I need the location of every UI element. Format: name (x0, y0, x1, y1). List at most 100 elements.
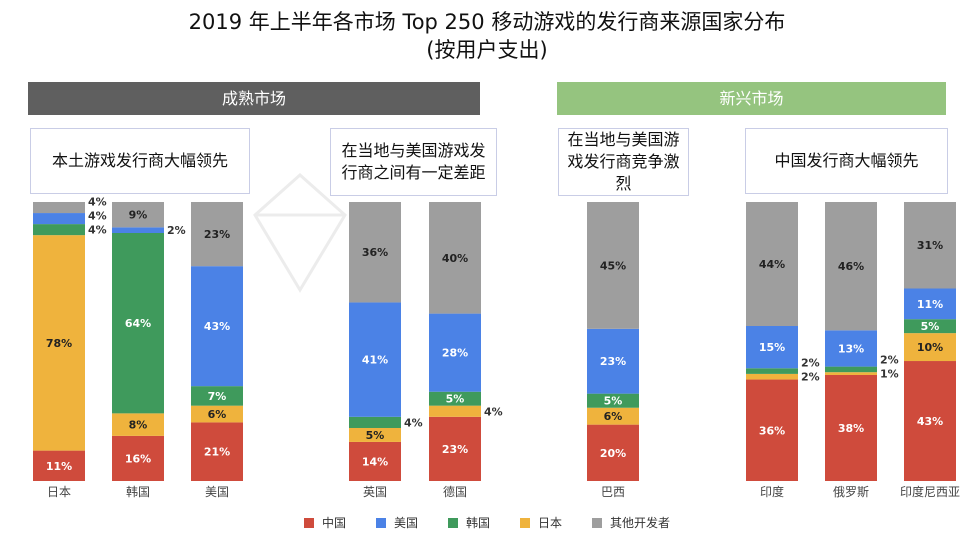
data-label: 41% (362, 354, 388, 367)
data-label: 5% (921, 320, 940, 333)
data-label: 8% (129, 419, 148, 432)
bar-segment (746, 202, 798, 326)
data-label: 44% (759, 258, 785, 271)
data-label: 23% (442, 443, 468, 456)
data-label: 36% (362, 246, 388, 259)
bar-segment (349, 416, 401, 428)
bar-segment (746, 368, 798, 374)
data-label: 36% (759, 424, 785, 437)
legend-item: 日本 (520, 514, 562, 531)
data-label: 20% (600, 447, 626, 460)
data-label: 4% (88, 210, 107, 223)
bar-segment (825, 374, 877, 481)
data-label: 1% (880, 368, 899, 381)
bar-segment (112, 227, 164, 233)
data-label: 78% (46, 337, 72, 350)
category-label: 印度尼西亚 (900, 484, 960, 499)
bar-segment (587, 393, 639, 408)
data-label: 2% (801, 357, 820, 370)
data-label: 16% (125, 452, 151, 465)
bar-segment (112, 413, 164, 436)
data-label: 9% (129, 209, 148, 222)
legend-swatch (592, 517, 603, 528)
category-label: 德国 (443, 484, 467, 499)
bar-segment (112, 233, 164, 414)
bar-segment (429, 202, 481, 314)
data-label: 2% (880, 354, 899, 367)
group-band-mature: 成熟市场 (28, 82, 480, 115)
category-label: 俄罗斯 (833, 485, 869, 499)
bar-segment (33, 235, 85, 451)
bar-segment (112, 435, 164, 481)
legend-swatch (303, 517, 314, 528)
bar-segment (429, 405, 481, 417)
bar-segment (746, 326, 798, 369)
data-label: 11% (46, 460, 72, 473)
data-label: 14% (362, 455, 388, 468)
data-label: 46% (838, 260, 864, 273)
legend-item: 美国 (375, 514, 418, 531)
bar-segment (587, 202, 639, 329)
category-label: 英国 (363, 485, 387, 499)
bar-segment (191, 386, 243, 406)
bar-segment (587, 328, 639, 394)
legend-label: 韩国 (465, 516, 490, 530)
data-label: 43% (917, 415, 943, 428)
data-label: 13% (838, 342, 864, 355)
data-label: 4% (484, 405, 503, 418)
bar-segment (33, 224, 85, 236)
bar-segment (746, 379, 798, 481)
bar-segment (429, 313, 481, 392)
bar-segment (904, 333, 956, 362)
data-label: 4% (404, 416, 423, 429)
bar-segment (349, 441, 401, 481)
bar-segment (904, 202, 956, 289)
bar-segment (904, 361, 956, 481)
chart-title: 2019 年上半年各市场 Top 250 移动游戏的发行商来源国家分布 (188, 10, 786, 34)
data-label: 15% (759, 341, 785, 354)
bar-segment (33, 213, 85, 225)
data-label: 28% (442, 347, 468, 360)
bar-segment (429, 391, 481, 406)
bar-segment (349, 427, 401, 442)
data-label: 38% (838, 422, 864, 435)
bar-segment (825, 366, 877, 373)
legend-label: 日本 (538, 516, 563, 530)
data-label: 31% (917, 239, 943, 252)
data-label: 40% (442, 252, 468, 265)
bar-segment (587, 424, 639, 481)
data-label: 4% (88, 196, 107, 209)
data-label: 5% (366, 429, 385, 442)
category-label: 巴西 (601, 485, 625, 499)
bar-segment (349, 302, 401, 417)
data-label: 6% (604, 410, 623, 423)
bar-segment (191, 266, 243, 387)
data-label: 21% (204, 446, 230, 459)
data-label: 5% (446, 393, 465, 406)
category-label: 韩国 (126, 484, 150, 499)
bar-segment (349, 202, 401, 303)
group-band-emerging: 新兴市场 (557, 82, 946, 115)
data-label: 23% (204, 228, 230, 241)
bar-segment (429, 416, 481, 481)
data-label: 11% (917, 298, 943, 311)
bar-segment (191, 405, 243, 423)
category-label: 日本 (47, 485, 71, 499)
data-label: 23% (600, 355, 626, 368)
legend-item: 其他开发者 (592, 514, 670, 531)
legend-item: 韩国 (447, 514, 490, 531)
data-label: 5% (604, 395, 623, 408)
data-label: 10% (917, 341, 943, 354)
data-label: 6% (208, 408, 227, 421)
legend-label: 其他开发者 (610, 516, 671, 530)
bar-segment (587, 407, 639, 425)
category-label: 印度 (760, 484, 784, 499)
legend-swatch (375, 517, 386, 528)
bar-segment (191, 202, 243, 267)
data-label: 7% (208, 390, 227, 403)
annotation-box: 在当地与美国游戏发行商竞争激烈 (558, 128, 689, 196)
legend-swatch (447, 517, 458, 528)
